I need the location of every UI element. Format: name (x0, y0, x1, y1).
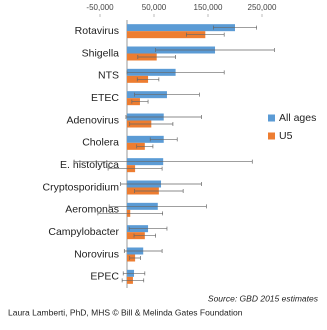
bar (127, 135, 164, 143)
error-bar (108, 204, 207, 209)
legend-swatch (268, 132, 275, 140)
category-label: Shigella (82, 47, 120, 59)
error-bar (134, 189, 184, 193)
category-label: Cholera (82, 137, 119, 149)
error-bar (134, 92, 200, 97)
category-label: Campylobacter (48, 226, 119, 238)
error-bar (123, 249, 163, 253)
error-bar (186, 32, 225, 37)
x-tick-label: 150,000 (194, 3, 223, 12)
category-label: Adenovirus (66, 114, 119, 126)
category-label: Rotavirus (75, 25, 119, 37)
category-label: E. histolytica (60, 159, 119, 171)
error-bar (122, 271, 146, 276)
error-bar (155, 48, 275, 52)
error-bar (149, 137, 178, 142)
x-tick-label: 250,000 (248, 3, 277, 12)
legend-label: All ages (279, 112, 316, 124)
legend-swatch (268, 114, 275, 122)
error-bar (213, 25, 257, 30)
category-label: Norovirus (74, 248, 119, 260)
legend-label: U5 (279, 130, 293, 142)
error-bar (129, 256, 141, 260)
error-bar (121, 278, 145, 283)
category-label: NTS (98, 70, 119, 82)
error-bar (128, 226, 168, 231)
bar (127, 24, 235, 32)
bar (127, 31, 206, 39)
error-bar (136, 144, 154, 149)
credit-note: Laura Lamberti, PhD, MHS © Bill & Melind… (8, 307, 243, 317)
error-bar (126, 70, 225, 75)
x-tick-label: 50,000 (142, 3, 167, 12)
error-bar (97, 211, 163, 216)
category-label: Cryptosporidium (43, 181, 120, 193)
category-label: EPEC (90, 271, 119, 283)
error-bar (136, 77, 160, 82)
error-bar (129, 122, 174, 126)
x-tick-label: -50,000 (86, 3, 114, 12)
error-bar (133, 233, 156, 238)
category-label: Aeromonas (65, 204, 119, 216)
error-bar (137, 55, 176, 59)
category-label: ETEC (91, 92, 119, 104)
error-bar (73, 159, 253, 164)
error-bar (131, 99, 149, 104)
error-bar (120, 182, 202, 186)
source-note: Source: GBD 2015 estimates (208, 293, 319, 303)
error-bar (125, 115, 202, 119)
bar (127, 142, 145, 150)
error-bar (107, 166, 163, 171)
